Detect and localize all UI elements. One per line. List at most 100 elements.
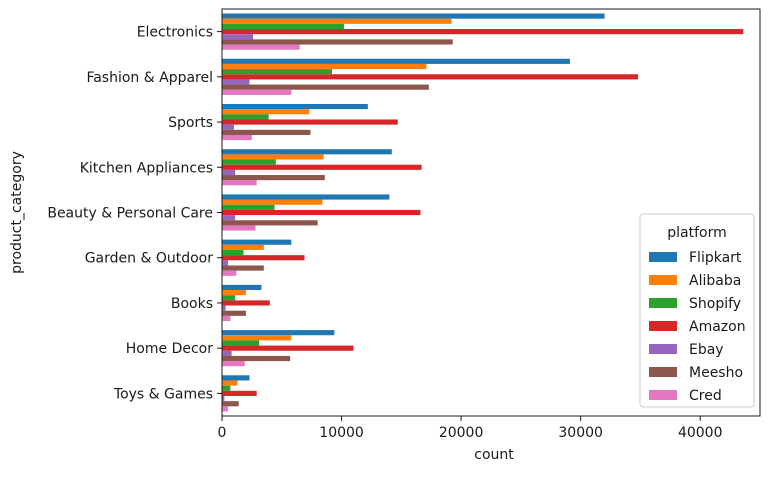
bar-meesho-6 — [222, 310, 246, 316]
legend-label-flipkart: Flipkart — [689, 250, 742, 266]
bar-flipkart-1 — [222, 58, 570, 64]
x-tick-label: 20000 — [439, 425, 484, 441]
bar-cred-7 — [222, 361, 245, 367]
axes-layer: Electronics Fashion & Apparel Sports Kitche… — [9, 8, 761, 463]
bar-cred-1 — [222, 89, 292, 95]
legend-label-amazon: Amazon — [689, 319, 746, 335]
bar-amazon-4 — [222, 209, 421, 216]
bar-meesho-8 — [222, 401, 239, 407]
bar-flipkart-3 — [222, 149, 392, 155]
bar-ebay-3 — [222, 169, 236, 176]
bar-ebay-7 — [222, 350, 232, 356]
y-tick-label: Electronics — [137, 25, 213, 41]
bar-ebay-8 — [222, 395, 225, 402]
bar-alibaba-1 — [222, 63, 427, 70]
bar-meesho-3 — [222, 175, 325, 181]
bar-ebay-5 — [222, 260, 228, 266]
bar-alibaba-7 — [222, 335, 292, 341]
legend-swatch-amazon — [649, 321, 677, 331]
bar-shopify-5 — [222, 249, 244, 256]
bar-cred-2 — [222, 134, 252, 141]
y-tick-label: Home Decor — [126, 341, 213, 357]
bar-ebay-6 — [222, 305, 226, 311]
bar-flipkart-8 — [222, 375, 250, 381]
bar-alibaba-3 — [222, 154, 324, 160]
y-tick-label: Garden & Outdoor — [85, 251, 214, 267]
x-tick-label: 30000 — [558, 425, 603, 441]
y-tick-label: Sports — [168, 115, 213, 131]
bar-ebay-2 — [222, 124, 234, 130]
x-axis-label: count — [474, 447, 514, 463]
bar-amazon-1 — [222, 74, 639, 80]
y-tick-label: Kitchen Appliances — [80, 160, 213, 176]
bar-ebay-1 — [222, 79, 250, 85]
x-tick-label: 10000 — [319, 425, 364, 441]
bar-shopify-7 — [222, 340, 260, 346]
bar-alibaba-0 — [222, 18, 452, 24]
legend-label-shopify: Shopify — [689, 296, 741, 312]
bar-amazon-2 — [222, 119, 398, 125]
bar-amazon-8 — [222, 390, 257, 396]
legend-label-cred: Cred — [689, 388, 722, 404]
bar-shopify-2 — [222, 114, 269, 120]
y-tick-label: Books — [171, 296, 213, 312]
x-tick-label: 0 — [218, 425, 227, 441]
bar-shopify-1 — [222, 69, 332, 75]
legend-swatch-flipkart — [649, 252, 677, 262]
bar-cred-6 — [222, 315, 231, 322]
bar-cred-0 — [222, 44, 300, 50]
legend: platform Flipkart Alibaba Shopify Amazon Ebay… — [639, 213, 755, 408]
legend-label-alibaba: Alibaba — [689, 273, 741, 289]
bar-alibaba-4 — [222, 199, 323, 205]
bar-meesho-2 — [222, 129, 311, 135]
bar-meesho-5 — [222, 265, 264, 271]
bar-meesho-4 — [222, 220, 318, 226]
bar-meesho-0 — [222, 39, 453, 45]
bar-ebay-0 — [222, 34, 254, 40]
bar-amazon-7 — [222, 345, 354, 351]
bar-shopify-0 — [222, 23, 344, 30]
legend-title: platform — [667, 225, 727, 241]
legend-swatch-shopify — [649, 298, 677, 308]
legend-label-ebay: Ebay — [689, 342, 724, 358]
legend-swatch-meesho — [649, 367, 677, 377]
y-tick-label: Fashion & Apparel — [86, 70, 213, 86]
bar-alibaba-6 — [222, 290, 246, 296]
bar-shopify-4 — [222, 204, 275, 210]
bar-flipkart-7 — [222, 330, 335, 336]
bar-meesho-7 — [222, 355, 291, 362]
y-axis-label: product_category — [9, 151, 25, 274]
bar-alibaba-5 — [222, 244, 264, 250]
bar-amazon-3 — [222, 164, 422, 170]
bar-layer — [222, 13, 744, 412]
bar-flipkart-4 — [222, 194, 390, 200]
legend-swatch-ebay — [649, 344, 677, 354]
bar-amazon-5 — [222, 255, 305, 261]
bar-meesho-1 — [222, 84, 429, 90]
legend-label-meesho: Meesho — [689, 365, 743, 381]
bar-shopify-8 — [222, 385, 231, 391]
y-tick-label: Beauty & Personal Care — [47, 206, 213, 222]
bar-flipkart-6 — [222, 284, 262, 291]
bar-flipkart-0 — [222, 13, 605, 19]
bar-flipkart-5 — [222, 239, 292, 245]
bar-alibaba-2 — [222, 109, 310, 115]
legend-swatch-alibaba — [649, 275, 677, 285]
bar-cred-8 — [222, 406, 228, 412]
bar-flipkart-2 — [222, 103, 368, 110]
x-tick-label: 40000 — [678, 425, 723, 441]
bar-amazon-0 — [222, 29, 744, 35]
bar-amazon-6 — [222, 300, 270, 306]
legend-swatch-cred — [649, 390, 677, 400]
bar-cred-3 — [222, 180, 257, 186]
bar-shopify-3 — [222, 159, 276, 165]
bar-cred-4 — [222, 225, 256, 231]
legend-box — [639, 213, 755, 408]
bar-ebay-4 — [222, 215, 236, 221]
bar-cred-5 — [222, 270, 237, 276]
y-tick-label: Toys & Games — [113, 386, 213, 402]
bar-alibaba-8 — [222, 380, 238, 386]
bar-shopify-6 — [222, 295, 236, 301]
